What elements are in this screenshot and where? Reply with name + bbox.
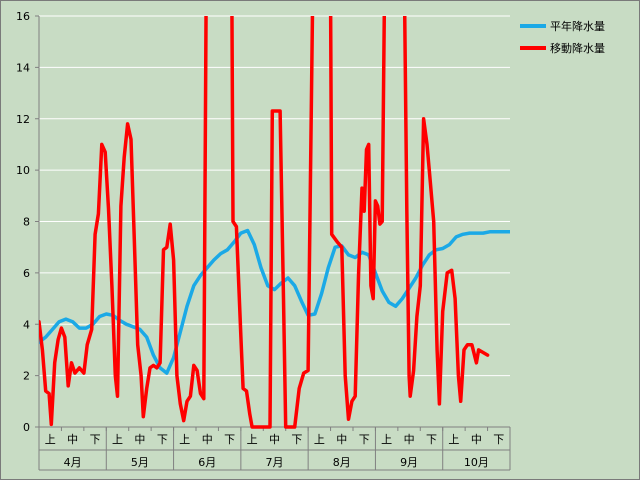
month-tick-label: 6月 <box>198 456 216 469</box>
period-tick-label: 中 <box>134 433 145 446</box>
period-tick-label: 中 <box>471 433 482 446</box>
legend-label: 移動降水量 <box>550 41 605 55</box>
period-tick-label: 上 <box>448 433 459 446</box>
y-tick-label: 4 <box>23 318 30 331</box>
period-tick-label: 上 <box>45 433 56 446</box>
period-tick-label: 上 <box>314 433 325 446</box>
y-tick-label: 8 <box>23 216 30 229</box>
period-tick-label: 上 <box>247 433 258 446</box>
period-tick-label: 中 <box>202 433 213 446</box>
series-lines <box>39 16 510 429</box>
period-tick-label: 下 <box>157 433 168 446</box>
month-tick-label: 10月 <box>464 456 489 469</box>
month-tick-label: 8月 <box>333 456 351 469</box>
period-tick-label: 上 <box>179 433 190 446</box>
month-tick-label: 4月 <box>64 456 82 469</box>
y-tick-label: 2 <box>23 370 30 383</box>
legend-label: 平年降水量 <box>550 19 605 33</box>
y-tick-label: 10 <box>16 164 30 177</box>
period-tick-label: 中 <box>67 433 78 446</box>
y-tick-label: 16 <box>16 10 30 23</box>
y-tick-label: 12 <box>16 113 30 126</box>
series-line-1 <box>39 16 490 429</box>
period-tick-label: 中 <box>269 433 280 446</box>
y-axis: 0 2 4 6 8 10 12 14 16 <box>16 10 40 434</box>
y-tick-label: 6 <box>23 267 30 280</box>
month-tick-label: 5月 <box>131 456 149 469</box>
period-tick-label: 上 <box>381 433 392 446</box>
period-tick-label: 下 <box>359 433 370 446</box>
period-tick-label: 下 <box>291 433 302 446</box>
period-tick-label: 下 <box>224 433 235 446</box>
period-tick-label: 中 <box>404 433 415 446</box>
period-tick-label: 下 <box>426 433 437 446</box>
month-tick-label: 9月 <box>400 456 418 469</box>
period-tick-label: 下 <box>493 433 504 446</box>
y-tick-label: 0 <box>23 421 30 434</box>
month-tick-label: 7月 <box>266 456 284 469</box>
period-tick-label: 下 <box>90 433 101 446</box>
y-tick-label: 14 <box>16 61 30 74</box>
period-tick-label: 上 <box>112 433 123 446</box>
x-axis: 上中下4月上中下5月上中下6月上中下7月上中下8月上中下9月上中下10月 <box>38 426 511 471</box>
period-tick-label: 中 <box>336 433 347 446</box>
